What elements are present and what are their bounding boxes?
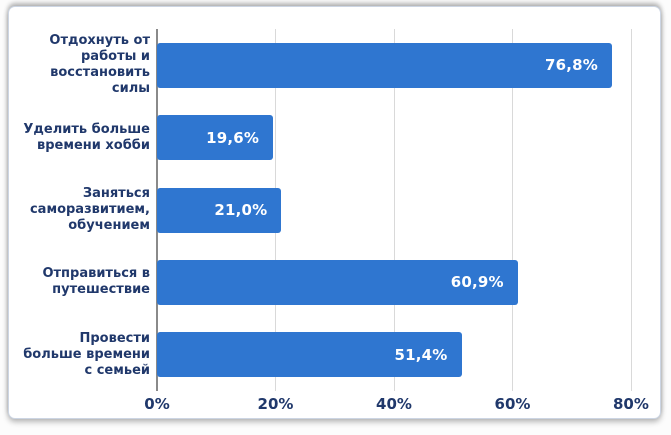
bar-row: 76,8% xyxy=(157,29,644,101)
x-tick-label: 20% xyxy=(257,395,294,413)
category-label: Отправиться в путешествие xyxy=(42,266,150,298)
bar[interactable]: 21,0% xyxy=(157,187,282,233)
x-tick-label: 40% xyxy=(376,395,412,413)
bar-value-label: 60,9% xyxy=(450,273,504,292)
x-tick-label: 80% xyxy=(613,395,649,413)
bar-value-label: 51,4% xyxy=(394,345,448,364)
category-label: Уделить больше времени хобби xyxy=(23,121,150,153)
x-axis: 0% 20% 40% 60% 80% xyxy=(144,395,649,417)
bar-row: 21,0% xyxy=(157,174,644,246)
x-tick-label: 0% xyxy=(144,395,170,413)
bar[interactable]: 51,4% xyxy=(157,332,462,378)
bar-value-label: 19,6% xyxy=(206,128,260,147)
bar-row: 60,9% xyxy=(157,246,644,318)
gridline xyxy=(393,29,395,391)
category-label: Отдохнуть от работы и восстановить силы xyxy=(49,33,150,97)
bar[interactable]: 60,9% xyxy=(157,259,518,305)
gridline xyxy=(512,29,514,391)
bar-value-label: 21,0% xyxy=(214,201,268,220)
category-labels-column: Отдохнуть от работы и восстановить силы У… xyxy=(9,29,157,391)
bar[interactable]: 76,8% xyxy=(157,42,612,88)
bar-value-label: 76,8% xyxy=(544,56,598,75)
category-label: Провести больше времени с семьей xyxy=(23,330,150,378)
gridline xyxy=(630,29,632,391)
chart-card: Отдохнуть от работы и восстановить силы У… xyxy=(8,6,661,419)
x-tick-label: 60% xyxy=(494,395,531,413)
plot-area: 76,8% 19,6% 21,0% 60,9% 51,4% xyxy=(156,29,644,391)
category-label: Заняться саморазвитием, обучением xyxy=(29,186,150,234)
bar-row: 19,6% xyxy=(157,101,644,173)
bar-row: 51,4% xyxy=(157,319,644,391)
bar[interactable]: 19,6% xyxy=(157,115,274,161)
